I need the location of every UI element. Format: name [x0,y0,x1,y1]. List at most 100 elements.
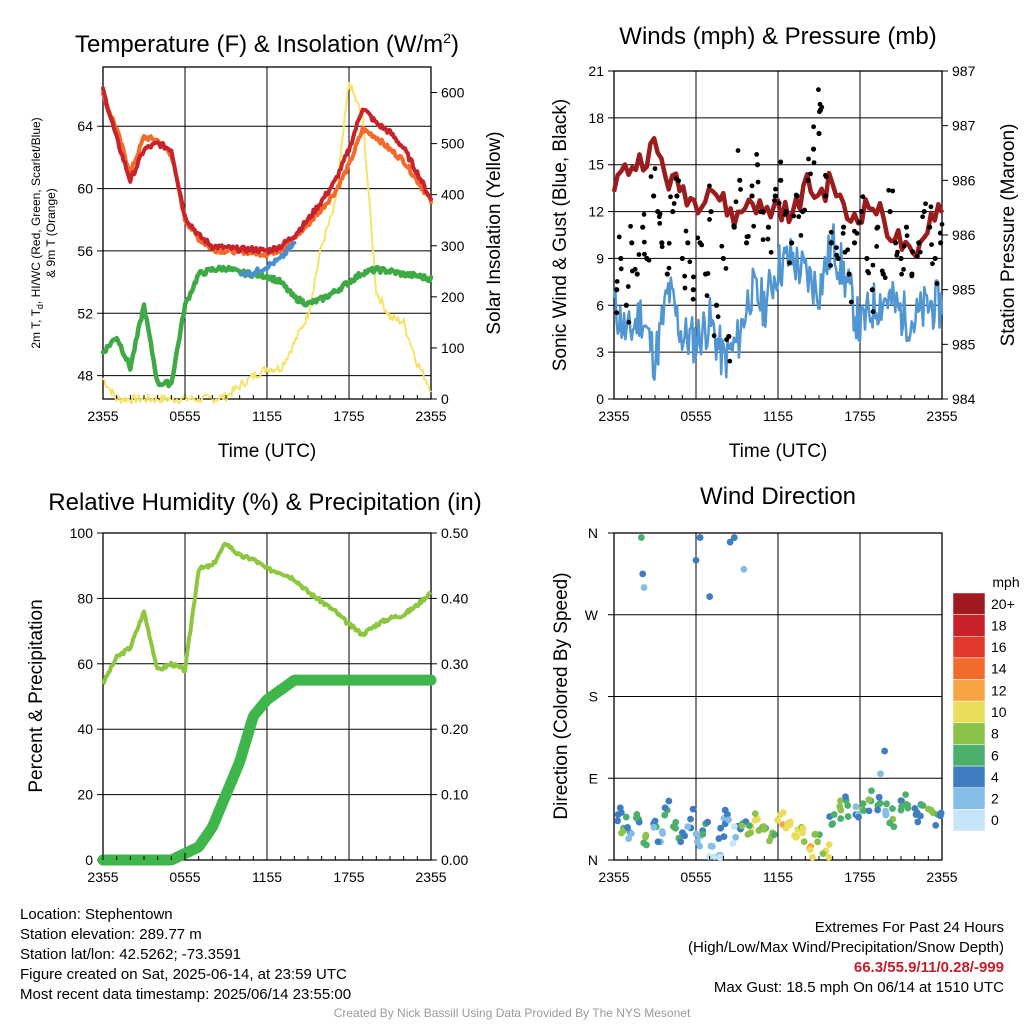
colorbar-swatch [952,765,986,788]
direction-point [642,831,650,839]
direction-point [898,802,906,810]
gust-point [629,240,635,246]
wind-direction-ytick-label: S [589,689,598,705]
gust-point [816,130,822,137]
winds-xlabel: Time (UTC) [729,441,828,462]
gust-point [656,214,662,220]
gust-point [731,223,737,229]
pressure-y2tick-label: 987 [952,63,976,79]
direction-point [726,538,734,546]
direction-point [937,809,945,817]
gust-point [808,171,813,177]
humidity-ytick-label: 20 [77,787,93,803]
direction-point [902,791,910,799]
temperature-xtick-label: 2355 [415,408,446,424]
direction-point [809,853,816,861]
direction-point [883,800,890,808]
direction-point [811,831,819,838]
direction-point [865,807,873,815]
gust-point [690,296,696,302]
gust-point [791,213,797,219]
gust-point [707,183,712,189]
gust-point [616,234,622,240]
series-line-9m-t [101,91,433,259]
winds-title: Winds (mph) & Pressure (mb) [619,23,936,50]
direction-point [791,832,799,839]
gust-point [806,156,811,162]
gust-point [670,208,676,215]
temperature-ticks: 0 100 200 300 400 500 600 2355 0555 1155 1755 2355 [87,85,464,424]
winds-ytick-label: 9 [596,250,604,266]
gust-point [874,244,880,249]
extremes-values: 66.3/55.9/11/0.28/-999 [853,959,1004,976]
direction-point [760,823,768,830]
colorbar-label: 2 [991,791,999,807]
gust-point [749,183,755,189]
gust-point [657,220,663,226]
speed-colorbar: 20+ 18 16 14 12 10 8 6 4 2 0 [952,592,1015,832]
insolation-y2tick-label: 200 [441,289,465,305]
gust-point [720,255,726,262]
insolation-y2tick-label: 600 [441,85,465,101]
gust-point [834,245,839,251]
created-line: Figure created on Sat, 2025-06-14, at 23… [20,966,347,983]
direction-point [918,801,925,809]
colorbar-label: 0 [991,812,999,828]
gust-point [890,188,896,194]
gust-point [846,271,852,277]
direction-point [624,824,631,831]
gust-point [699,242,705,248]
gust-point [874,225,880,231]
series-line-sonic-wind [612,223,944,381]
gust-point [823,193,829,199]
gust-point [682,273,688,279]
winds-ytick-label: 15 [588,157,604,173]
gust-point [787,260,792,266]
precipitation-y2tick-label: 0.00 [441,852,468,868]
direction-point [837,815,845,823]
gust-point [928,204,934,210]
insolation-y2tick-label: 300 [441,238,465,254]
direction-point [616,804,624,812]
wind-direction-grid [614,532,942,861]
series-line-solar-insolation [102,81,432,405]
wind-direction-ytick-label: N [588,525,598,541]
direction-point [814,838,822,846]
direction-point [932,821,940,829]
humidity-title: Relative Humidity (%) & Precipitation (i… [48,489,481,516]
colorbar-swatch [952,679,986,702]
gust-point [860,194,866,200]
direction-point [859,800,867,808]
direction-point [745,822,753,830]
colorbar-swatch [952,614,986,637]
humidity-panel: Relative Humidity (%) & Precipitation (i… [26,489,482,885]
gust-point [760,237,766,243]
gust-point [682,285,688,291]
direction-point [716,853,723,861]
gust-point [626,319,632,325]
gust-point [634,271,640,277]
colorbar-label: 16 [991,639,1007,655]
colorbar-label: 6 [991,747,999,763]
direction-point [731,823,738,831]
gust-point [932,255,938,262]
gust-point [903,224,910,230]
gust-point [632,266,638,272]
colorbar-label: 20+ [991,596,1015,612]
gust-point [784,209,789,215]
gust-point [745,233,751,239]
temperature-ylabel: 2m T, Td, HI/WC (Red, Green, Scarlet/Blu… [29,117,45,348]
direction-point [738,822,746,830]
gust-point [705,271,711,276]
gust-point [636,252,642,257]
precipitation-y2tick-label: 0.40 [441,590,468,606]
gust-point [641,211,647,217]
direction-point [740,565,748,573]
direction-point [717,824,724,832]
direction-point [744,830,752,838]
gust-point [914,253,920,259]
gust-point [666,240,672,246]
gust-point [648,174,654,179]
gust-point [772,198,777,203]
gust-point [765,236,771,242]
